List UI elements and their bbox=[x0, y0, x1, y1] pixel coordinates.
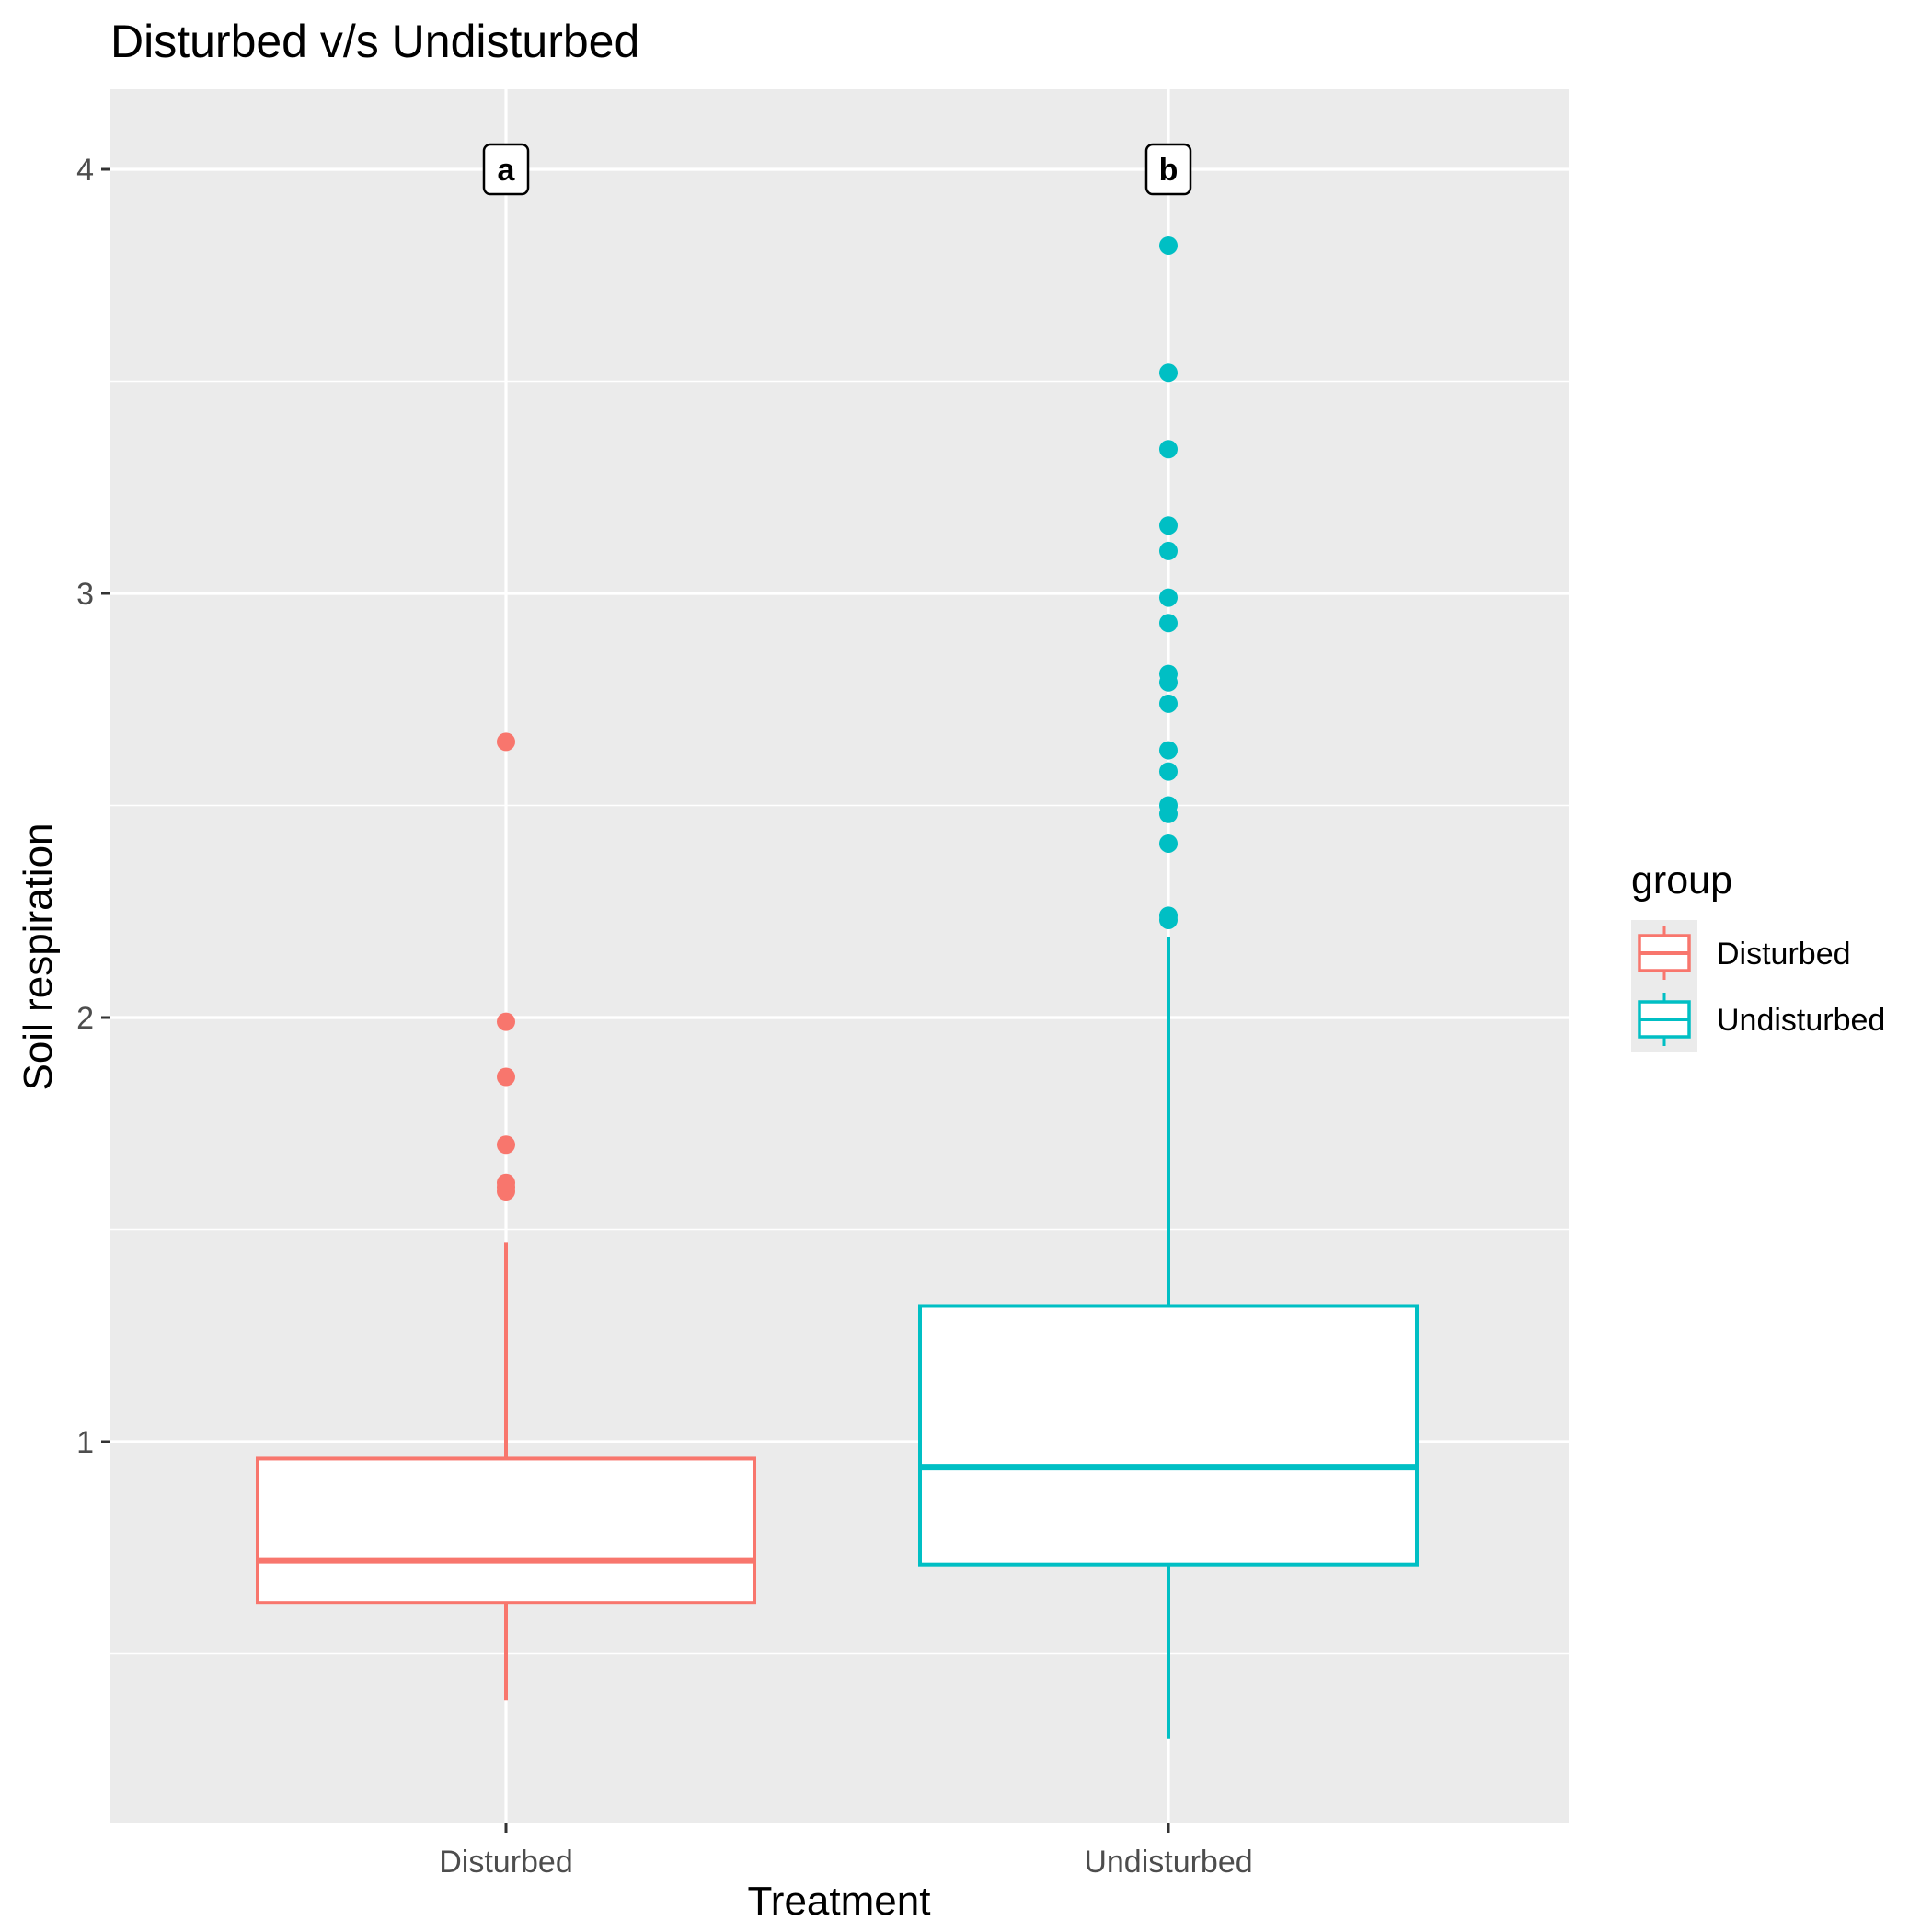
legend-entry-undisturbed: Undisturbed bbox=[1638, 993, 1885, 1046]
label-box bbox=[1144, 143, 1192, 196]
legend: group Disturbed Undisturbed bbox=[1631, 858, 1885, 1052]
outlier-point bbox=[1159, 694, 1178, 713]
label-text: b bbox=[1159, 153, 1179, 188]
outlier-point bbox=[497, 1173, 515, 1192]
outlier-point bbox=[497, 1135, 515, 1155]
x-axis: Disturbed Undisturbed bbox=[439, 1823, 1253, 1880]
outlier-point bbox=[1159, 741, 1178, 760]
label-box bbox=[482, 143, 530, 196]
outlier-point bbox=[497, 1012, 515, 1031]
outlier-point bbox=[1159, 614, 1178, 633]
outlier-point bbox=[1159, 834, 1178, 853]
x-axis-title: Treatment bbox=[748, 1879, 931, 1924]
outlier-layer bbox=[497, 236, 1178, 1202]
box-iqr bbox=[256, 1456, 756, 1605]
outlier-point bbox=[1159, 588, 1178, 607]
y-tick-label: 2 bbox=[76, 1001, 94, 1036]
legend-label: Undisturbed bbox=[1717, 1003, 1885, 1038]
y-axis-title: Soil respiration bbox=[16, 822, 61, 1090]
y-tick-label: 3 bbox=[76, 577, 94, 612]
significance-label: a bbox=[482, 143, 530, 196]
y-axis: 1 2 3 4 bbox=[76, 153, 110, 1460]
label-text: a bbox=[498, 153, 516, 188]
outlier-point bbox=[1159, 664, 1178, 684]
y-tick-label: 4 bbox=[76, 153, 94, 188]
outlier-point bbox=[1159, 516, 1178, 535]
outlier-point bbox=[1159, 236, 1178, 255]
outlier-point bbox=[1159, 541, 1178, 560]
outlier-point bbox=[1159, 363, 1178, 383]
outlier-point bbox=[497, 732, 515, 752]
box-disturbed bbox=[256, 1242, 756, 1701]
legend-entry-disturbed: Disturbed bbox=[1638, 926, 1851, 980]
outlier-point bbox=[497, 1067, 515, 1087]
x-tick-label: Disturbed bbox=[439, 1845, 573, 1880]
outlier-point bbox=[1159, 796, 1178, 815]
box-iqr bbox=[918, 1304, 1419, 1567]
grid-minor-lines bbox=[110, 380, 1569, 1655]
legend-title: group bbox=[1631, 858, 1732, 903]
chart-title: Disturbed v/s Undisturbed bbox=[110, 16, 639, 67]
significance-label: b bbox=[1144, 143, 1192, 196]
outlier-point bbox=[1159, 906, 1178, 926]
x-tick-label: Undisturbed bbox=[1084, 1845, 1252, 1880]
box-undisturbed bbox=[918, 937, 1419, 1739]
outlier-point bbox=[1159, 762, 1178, 781]
y-tick-label: 1 bbox=[76, 1425, 94, 1460]
outlier-point bbox=[1159, 440, 1178, 459]
box-layer bbox=[256, 937, 1419, 1739]
legend-label: Disturbed bbox=[1717, 937, 1851, 972]
